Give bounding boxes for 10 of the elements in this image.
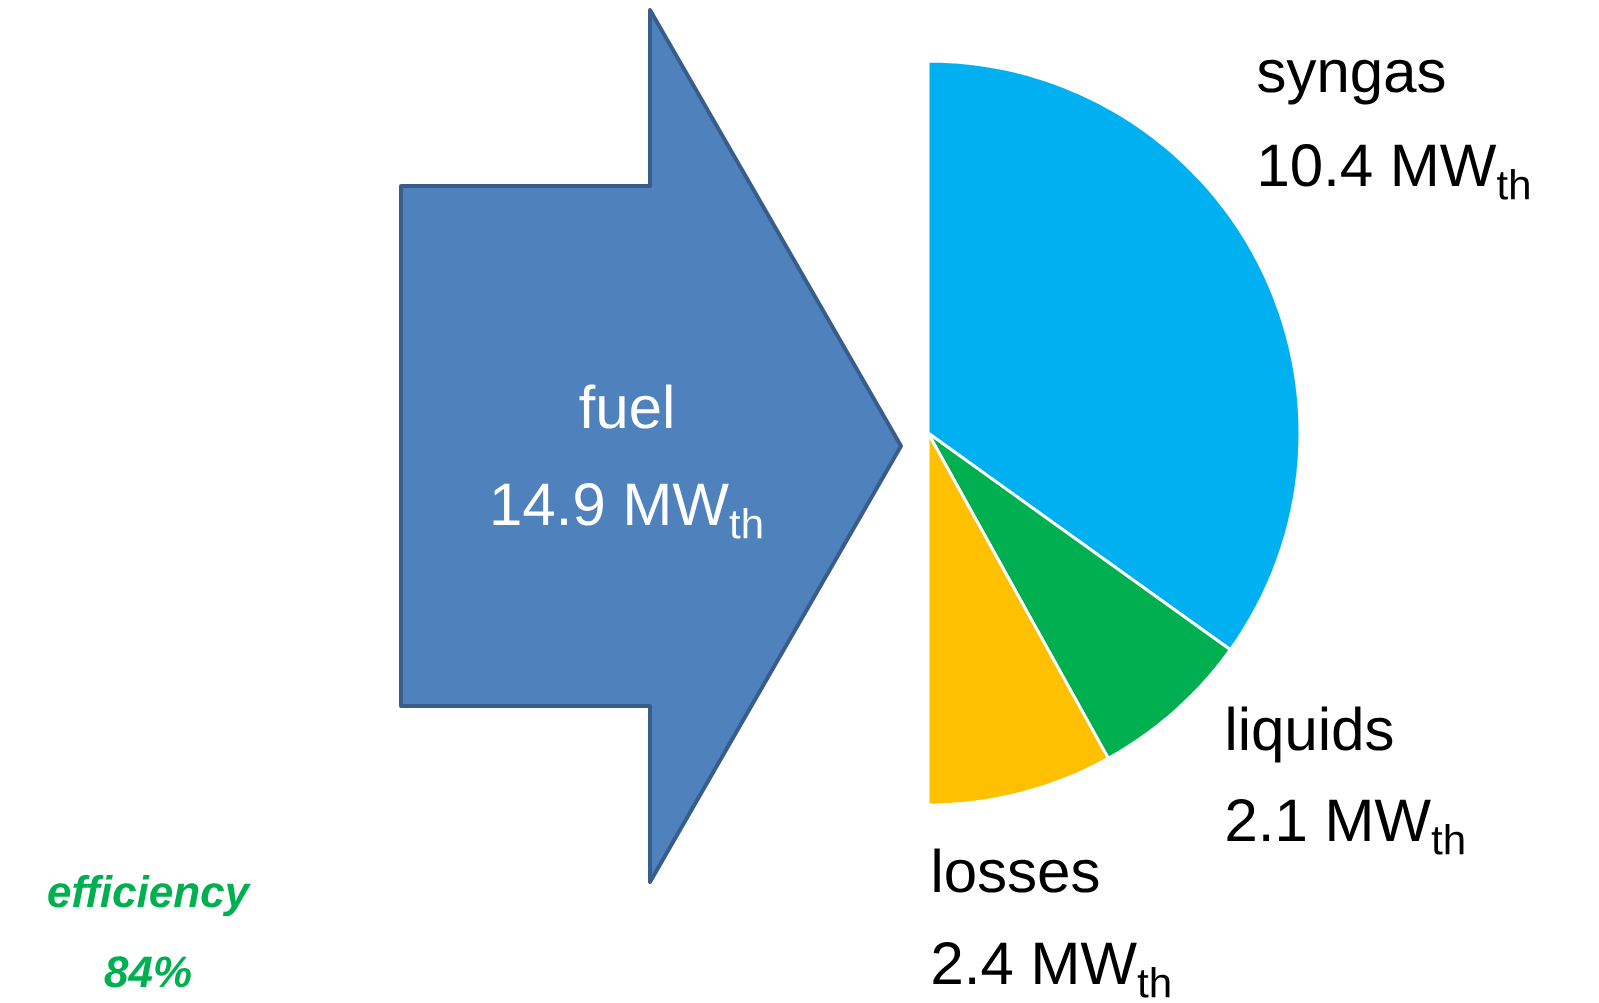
text: efficiency	[48, 875, 251, 917]
data-label: 2.4 MW$_{th}$	[933, 942, 1170, 998]
slice-label: liquids	[1228, 706, 1393, 763]
text: 14.9 MW$_{th}$	[493, 483, 762, 539]
data-label: 10.4 MW$_{th}$	[1261, 144, 1529, 200]
text: fuel	[579, 384, 672, 429]
data-label: 2.1 MW$_{th}$	[1227, 799, 1464, 855]
slice-label: syngas	[1258, 59, 1445, 105]
text: 84%	[104, 956, 191, 988]
slice-label: losses	[934, 848, 1099, 893]
